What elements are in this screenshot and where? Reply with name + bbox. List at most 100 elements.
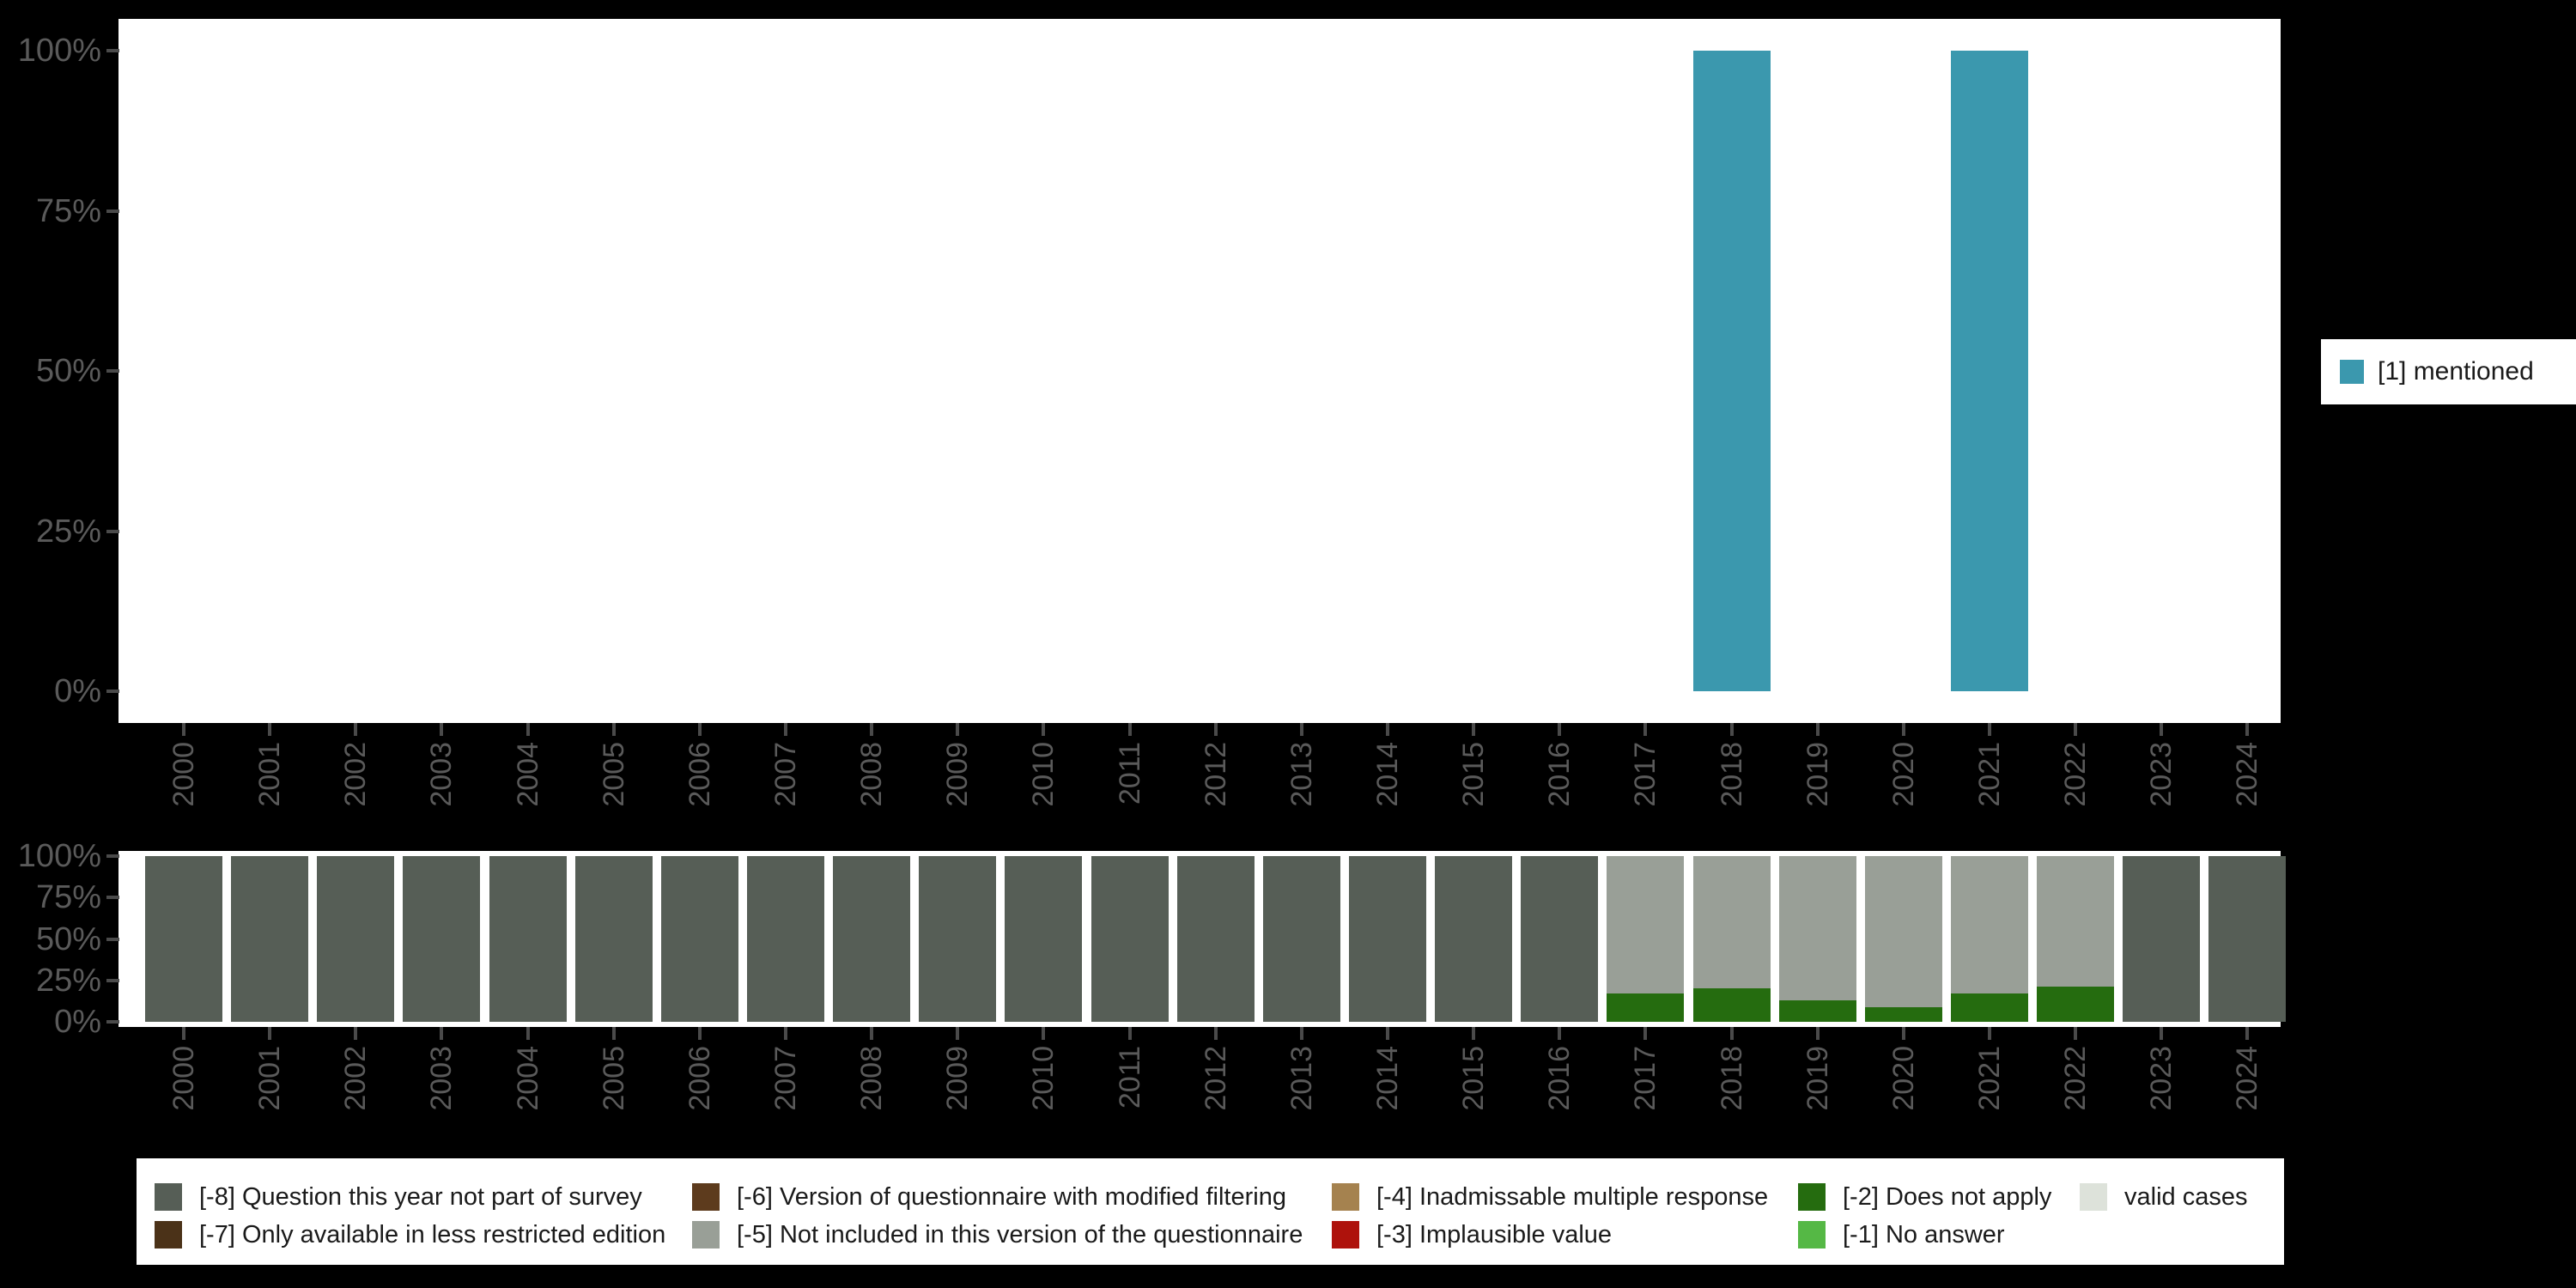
x-axis-year-label: 2022: [2059, 1046, 2093, 1111]
x-axis-year-label: 2006: [683, 742, 716, 807]
legend-label--6: [-6] Version of questionnaire with modif…: [737, 1183, 1286, 1211]
x-axis-year-label: 2013: [1285, 1046, 1318, 1111]
legend-label--2: [-2] Does not apply: [1843, 1183, 2052, 1211]
segment-2020--2: [1864, 1006, 1942, 1022]
segment-2001--8: [231, 856, 309, 1022]
x-axis-year-label: 2014: [1370, 742, 1404, 807]
x-axis-tick: [611, 723, 616, 736]
segment-2000--8: [145, 856, 222, 1022]
x-axis-tick: [2074, 1027, 2078, 1040]
legend-color-swatch--2: [1798, 1183, 1826, 1211]
segment-2012--8: [1176, 856, 1255, 1022]
segment-2020--5: [1864, 856, 1942, 1007]
segment-2021--5: [1950, 856, 2028, 994]
x-axis-year-label: 2009: [941, 742, 975, 807]
top-chart-plot-area: [118, 19, 2281, 723]
bottom-chart-plot-area: [118, 851, 2287, 1027]
y-axis-tick: [106, 529, 119, 533]
segment-2018--2: [1692, 988, 1771, 1022]
x-axis-year-label: 2017: [1629, 742, 1662, 807]
x-axis-tick: [697, 1027, 702, 1040]
x-axis-tick: [268, 1027, 272, 1040]
x-axis-year-label: 2013: [1285, 742, 1318, 807]
y-axis-tick-label: 50%: [35, 353, 101, 389]
x-axis-year-label: 2023: [2145, 1046, 2178, 1111]
x-axis-year-label: 2003: [425, 1046, 459, 1111]
legend-color-swatch-mentioned: [2340, 360, 2364, 384]
x-axis-year-label: 2004: [511, 1046, 544, 1111]
x-axis-year-label: 2012: [1199, 1046, 1232, 1111]
x-axis-year-label: 2011: [1113, 1046, 1146, 1109]
x-axis-tick: [1472, 723, 1476, 736]
x-axis-tick: [1385, 1027, 1389, 1040]
segment-2004--8: [489, 856, 567, 1022]
x-axis-tick: [440, 1027, 444, 1040]
segment-2005--8: [574, 856, 653, 1022]
segment-2008--8: [833, 856, 911, 1022]
segment-2022--2: [2037, 987, 2115, 1022]
x-axis-tick: [611, 1027, 616, 1040]
x-axis-tick: [354, 1027, 358, 1040]
y-axis-tick-label: 75%: [35, 192, 101, 229]
x-axis-tick: [783, 1027, 787, 1040]
x-axis-year-label: 2014: [1370, 1046, 1404, 1111]
legend-label--1: [-1] No answer: [1843, 1221, 2005, 1249]
x-axis-year-label: 2002: [339, 1046, 373, 1111]
segment-2002--8: [317, 856, 395, 1022]
segment-2024--8: [2208, 856, 2287, 1022]
x-axis-year-label: 2018: [1715, 742, 1748, 807]
x-axis-tick: [1472, 1027, 1476, 1040]
segment-2009--8: [919, 856, 997, 1022]
x-axis-tick: [440, 723, 444, 736]
y-axis-tick: [106, 209, 119, 213]
x-axis-year-label: 2009: [941, 1046, 975, 1111]
x-axis-tick: [783, 723, 787, 736]
x-axis-year-label: 2008: [855, 742, 889, 807]
x-axis-year-label: 2010: [1027, 742, 1060, 807]
y-axis-tick: [106, 49, 119, 52]
segment-2021--2: [1950, 993, 2028, 1022]
x-axis-year-label: 2002: [339, 742, 373, 807]
x-axis-year-label: 2020: [1886, 1046, 1920, 1111]
y-axis-tick-label: 75%: [35, 879, 101, 916]
segment-2017--2: [1607, 993, 1685, 1022]
x-axis-tick: [1299, 723, 1303, 736]
legend-label-valid: valid cases: [2124, 1183, 2248, 1211]
legend-color-swatch--1: [1798, 1221, 1826, 1249]
x-axis-year-label: 2005: [597, 1046, 630, 1111]
x-axis-tick: [1385, 723, 1389, 736]
x-axis-tick: [2245, 1027, 2250, 1040]
x-axis-year-label: 2005: [597, 742, 630, 807]
legend-color-swatch--5: [692, 1221, 720, 1249]
segment-2022--5: [2037, 856, 2115, 987]
x-axis-tick: [1729, 723, 1734, 736]
x-axis-tick: [1042, 723, 1046, 736]
x-axis-tick: [1901, 1027, 1905, 1040]
x-axis-tick: [870, 1027, 874, 1040]
x-axis-year-label: 2007: [769, 1046, 802, 1111]
x-axis-tick: [1558, 1027, 1562, 1040]
y-axis-tick: [106, 896, 119, 900]
x-axis-year-label: 2006: [683, 1046, 716, 1111]
x-axis-year-label: 2018: [1715, 1046, 1748, 1111]
x-axis-year-label: 2016: [1543, 742, 1577, 807]
legend-label--7: [-7] Only available in less restricted e…: [199, 1221, 666, 1249]
x-axis-tick: [1042, 1027, 1046, 1040]
legend-color-swatch--8: [155, 1183, 182, 1211]
x-axis-tick: [697, 723, 702, 736]
x-axis-tick: [1987, 1027, 1991, 1040]
y-axis-tick-label: 0%: [54, 1004, 101, 1040]
x-axis-year-label: 2004: [511, 742, 544, 807]
x-axis-year-label: 2019: [1801, 742, 1834, 807]
x-axis-year-label: 2015: [1457, 1046, 1491, 1111]
x-axis-tick: [1299, 1027, 1303, 1040]
y-axis-tick: [106, 690, 119, 693]
legend-label--8: [-8] Question this year not part of surv…: [199, 1183, 642, 1211]
y-axis-tick-label: 25%: [35, 513, 101, 550]
bar-2018-mentioned: [1692, 51, 1771, 691]
x-axis-year-label: 2008: [855, 1046, 889, 1111]
legend-label-mentioned: [1] mentioned: [2378, 357, 2534, 386]
x-axis-tick: [1815, 1027, 1820, 1040]
y-axis-tick-label: 100%: [17, 838, 101, 874]
x-axis-tick: [870, 723, 874, 736]
